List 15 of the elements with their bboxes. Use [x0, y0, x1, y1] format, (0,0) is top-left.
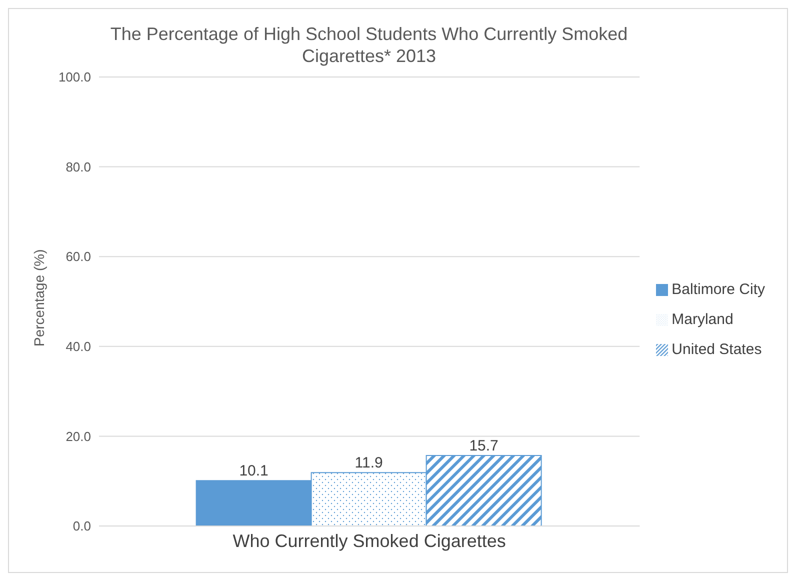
- x-tick-label: Who Currently Smoked Cigarettes: [232, 530, 506, 551]
- y-tick-label: 20.0: [66, 428, 91, 444]
- y-tick-label: 60.0: [66, 249, 91, 264]
- legend-label: Maryland: [672, 310, 734, 328]
- chart-title: The Percentage of High School Students Who Currently Smoked Cigarettes* 2013: [109, 23, 629, 67]
- y-tick-label: 40.0: [66, 339, 91, 354]
- y-tick-label: 100.0: [58, 70, 91, 85]
- legend-label: United States: [672, 340, 762, 358]
- y-axis-title: Percentage (%): [30, 249, 47, 346]
- data-label: 10.1: [239, 462, 268, 480]
- y-tick-label: 0.0: [72, 518, 91, 534]
- data-label: 15.7: [469, 438, 498, 455]
- legend-label: Baltimore City: [672, 280, 765, 298]
- data-label: 11.9: [354, 454, 383, 472]
- y-tick-label: 80.0: [66, 159, 91, 174]
